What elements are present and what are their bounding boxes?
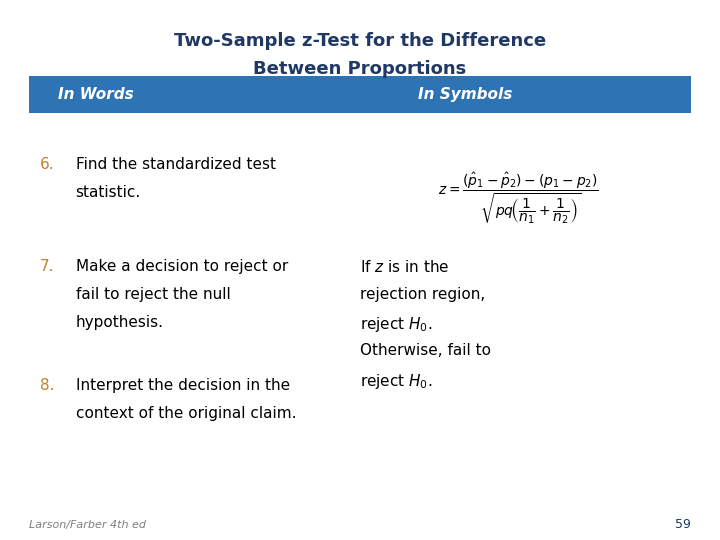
Text: Between Proportions: Between Proportions <box>253 60 467 78</box>
Text: rejection region,: rejection region, <box>360 287 485 302</box>
Text: Larson/Farber 4th ed: Larson/Farber 4th ed <box>29 520 145 530</box>
Text: If $z$ is in the: If $z$ is in the <box>360 259 449 275</box>
Text: 7.: 7. <box>40 259 54 274</box>
Text: statistic.: statistic. <box>76 185 141 200</box>
Text: Interpret the decision in the: Interpret the decision in the <box>76 378 289 393</box>
Text: Otherwise, fail to: Otherwise, fail to <box>360 343 491 359</box>
Text: context of the original claim.: context of the original claim. <box>76 406 296 421</box>
Text: reject $H_0$.: reject $H_0$. <box>360 315 433 334</box>
Text: Two-Sample z-Test for the Difference: Two-Sample z-Test for the Difference <box>174 31 546 50</box>
Text: fail to reject the null: fail to reject the null <box>76 287 230 302</box>
Text: In Words: In Words <box>58 87 133 102</box>
FancyBboxPatch shape <box>29 76 691 113</box>
Text: In Symbols: In Symbols <box>418 87 512 102</box>
Text: 8.: 8. <box>40 378 54 393</box>
Text: reject $H_0$.: reject $H_0$. <box>360 372 433 390</box>
Text: Make a decision to reject or: Make a decision to reject or <box>76 259 288 274</box>
Text: 6.: 6. <box>40 157 54 172</box>
Text: Find the standardized test: Find the standardized test <box>76 157 276 172</box>
Text: $z = \dfrac{(\hat{p}_1 - \hat{p}_2)-(p_1 - p_2)}{\sqrt{pq\!\left(\dfrac{1}{n_1}+: $z = \dfrac{(\hat{p}_1 - \hat{p}_2)-(p_1… <box>438 170 599 226</box>
Text: hypothesis.: hypothesis. <box>76 315 163 330</box>
Text: 59: 59 <box>675 518 691 531</box>
